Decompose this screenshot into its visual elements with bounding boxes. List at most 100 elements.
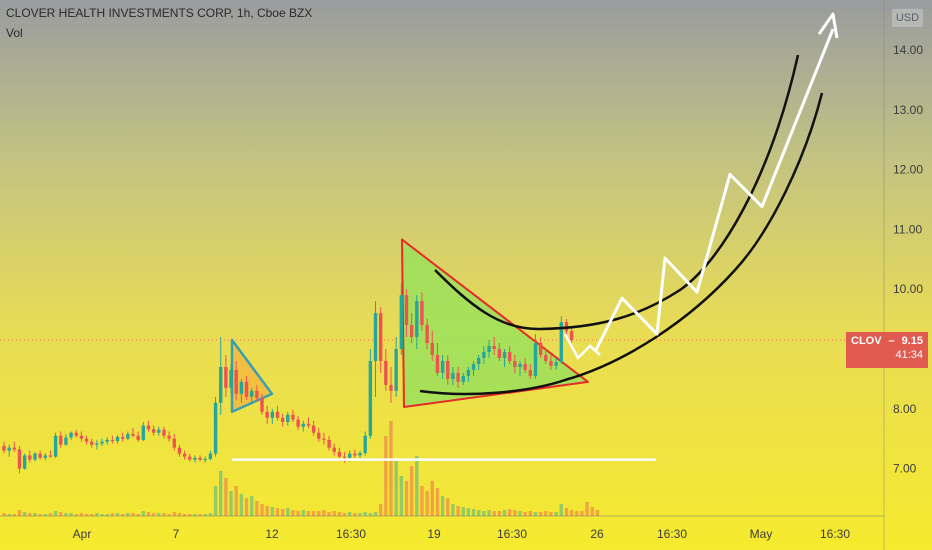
time-tick-label: 19 [427,527,441,541]
candle-body [332,447,336,452]
volume-bar [48,513,53,516]
candle-body [33,453,37,460]
volume-bar [363,512,367,516]
candle-body [188,456,192,460]
candle-body [492,346,496,349]
candle-body [342,456,347,458]
volume-bar [477,510,481,516]
volume-bar [79,513,84,516]
volume-bar [507,509,512,516]
volume-bar [12,514,17,516]
candle-body [497,349,502,358]
candle-body [544,354,548,361]
candle-body [12,447,17,450]
time-tick-label: Apr [73,527,92,541]
volume-bar [595,510,600,516]
volume-bar [244,498,249,516]
volume-bar [384,436,388,516]
candle-body [157,429,161,433]
candle-body [317,432,321,439]
candle-body [322,438,326,440]
candle-body [265,411,269,418]
candle-body [151,429,156,433]
candle-body [43,455,47,458]
volume-bar [368,513,373,516]
volume-bar [157,513,161,516]
volume-bar [198,514,202,516]
volume-bar [270,507,275,516]
volume-bar [28,513,32,516]
candle-body [440,360,445,373]
projection-drawings [232,12,839,461]
volume-bar [234,486,238,516]
volume-bar [306,511,311,516]
volume-bar [373,512,378,516]
candle-body [425,325,429,344]
candle-body [84,438,89,442]
candle-body [533,343,538,376]
volume-bar [456,506,460,516]
volume-bar [435,488,440,516]
volume-bar [492,511,496,516]
volume-bar [569,510,574,516]
volume-bar [110,513,115,516]
candle-body [327,439,331,448]
volume-bar [136,514,140,516]
candle-body [384,360,388,385]
volume-bar [451,504,455,516]
volume-bar [482,511,486,516]
candle-body [559,322,563,363]
volume-bar [224,478,228,516]
volume-bar [554,512,558,516]
volume-bar [513,510,517,516]
volume-bar [182,514,187,516]
candle-body [115,436,120,442]
volume-bar [471,509,476,516]
volume-bar [580,511,584,516]
candle-body [162,429,166,436]
candle-body [378,313,383,361]
candle-body [270,411,275,418]
candle-body [136,435,140,440]
volume-bar [301,510,305,516]
candle-body [523,363,527,370]
volume-bar [229,491,233,516]
candle-body [502,351,507,358]
volume-bar [17,510,22,516]
currency-button[interactable]: USD [891,8,924,28]
candle-body [404,295,409,326]
candle-body [48,455,53,457]
candle-body [69,432,73,438]
candle-body [291,414,295,420]
time-tick-label: 16:30 [657,527,687,541]
volume-bar [538,512,543,516]
volume-bar [461,507,465,516]
candle-body [477,357,481,364]
volume-bar [523,512,527,516]
volume-bar [260,504,264,516]
volume-bar [193,514,197,516]
volume-bar [219,471,223,516]
price-tick-label: 13.00 [893,103,923,117]
candle-body [59,435,63,445]
volume-bar [53,511,58,516]
volume-bar [286,508,290,516]
candle-body [182,453,187,457]
volume-bar [203,514,207,516]
candle-body [110,439,115,442]
last-price-dash: – [888,335,895,347]
volume-bar [296,511,300,516]
candle-body [203,459,207,461]
candle-body [471,363,476,370]
chart-title: CLOVER HEALTH INVESTMENTS CORP, 1h, Cboe… [6,6,313,20]
volume-bar [404,481,409,516]
candle-body [208,453,213,460]
volume-bar [502,510,507,516]
volume-bar [518,511,522,516]
price-tick-label: 7.00 [893,462,917,476]
volume-bar [322,510,326,516]
volume-bar [533,512,538,516]
volume-bar [7,514,11,516]
candle-body [105,439,109,442]
